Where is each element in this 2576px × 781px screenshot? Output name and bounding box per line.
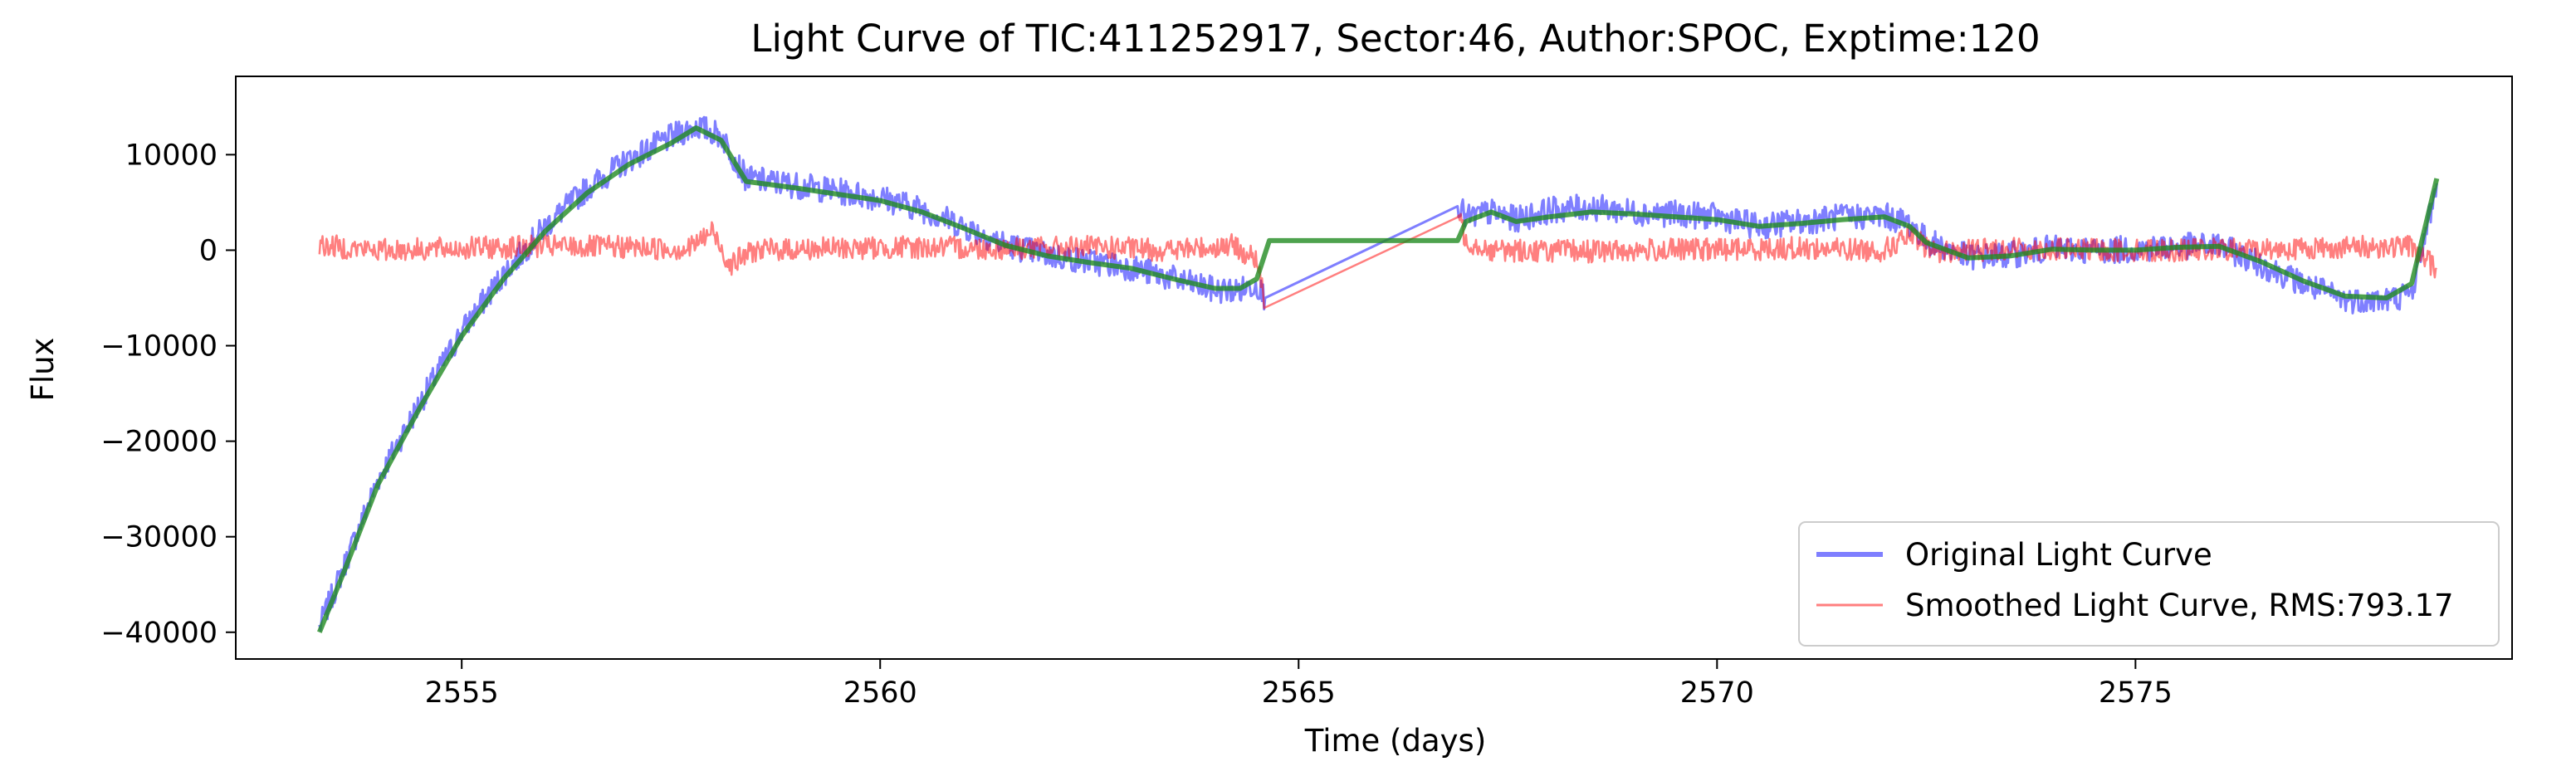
legend-label-smoothed: Smoothed Light Curve, RMS:793.17: [1905, 588, 2454, 623]
y-tick-label: 10000: [125, 139, 218, 172]
x-tick-label: 2565: [1262, 676, 1336, 710]
legend: Original Light Curve Smoothed Light Curv…: [1798, 521, 2500, 647]
x-axis: 2555 2560 2565 2570 2575: [425, 659, 2173, 710]
series-smoothed-light-curve: [318, 212, 2437, 310]
legend-box: [1798, 521, 2500, 647]
y-tick-label: −20000: [100, 426, 218, 459]
series-trend-line: [317, 125, 2440, 633]
x-tick-label: 2555: [425, 676, 499, 710]
plot-frame: [235, 76, 2513, 660]
series-layer: [317, 115, 2440, 633]
x-tick-label: 2560: [843, 676, 917, 710]
legend-label-original: Original Light Curve: [1905, 537, 2212, 573]
y-axis-title: Flux: [25, 338, 61, 402]
y-tick-label: −30000: [100, 521, 218, 554]
x-tick-label: 2575: [2099, 676, 2173, 710]
y-tick-label: −40000: [100, 617, 218, 650]
y-tick-label: 0: [199, 234, 218, 267]
y-axis: 10000 0 −10000 −20000 −30000 −40000: [100, 139, 236, 650]
x-tick-label: 2570: [1680, 676, 1754, 710]
y-tick-label: −10000: [100, 330, 218, 364]
x-axis-title: Time (days): [1304, 723, 1487, 759]
plot-area: [235, 76, 2513, 660]
chart-title: Light Curve of TIC:411252917, Sector:46,…: [750, 17, 2040, 61]
